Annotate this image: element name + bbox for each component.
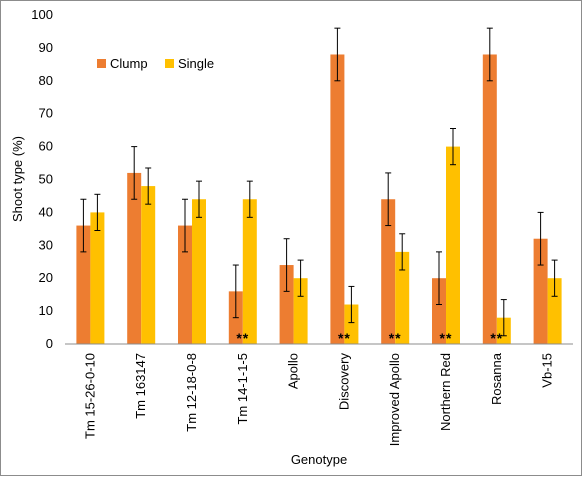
- y-tick-label: 40: [39, 204, 53, 219]
- x-tick-label: Tm 14-1-1-5: [235, 353, 250, 425]
- x-tick-label: Vb-15: [540, 353, 555, 388]
- bar-clump: [533, 238, 548, 344]
- error-bars: [80, 27, 558, 337]
- legend-swatch: [165, 59, 174, 68]
- bar-clump: [330, 54, 345, 344]
- error-bar: [94, 193, 101, 231]
- x-tick-label: Tm 15-26-0-10: [82, 353, 97, 439]
- bar-single: [547, 278, 562, 344]
- error-bar: [297, 259, 304, 297]
- x-tick-label: Discovery: [336, 353, 351, 411]
- y-tick-label: 10: [39, 303, 53, 318]
- significance-marker: **: [389, 330, 402, 346]
- bar-single: [90, 212, 105, 344]
- legend-item-single: Single: [165, 56, 214, 71]
- y-tick-label: 20: [39, 270, 53, 285]
- x-axis-title: Genotype: [291, 452, 347, 467]
- error-bar: [246, 180, 253, 218]
- error-bar: [232, 264, 239, 319]
- bar-single: [395, 251, 410, 344]
- bar-clump: [76, 225, 91, 344]
- error-bar: [182, 198, 188, 253]
- legend: Clump Single: [97, 56, 214, 71]
- significance-marker: **: [440, 330, 453, 346]
- bar-clump: [381, 199, 396, 344]
- error-bar: [537, 211, 544, 266]
- x-tick-label: Northern Red: [438, 353, 453, 431]
- x-tick-label: Rosanna: [489, 352, 504, 405]
- y-tick-label: 100: [31, 7, 53, 22]
- legend-label: Clump: [110, 56, 148, 71]
- significance-marker: **: [490, 330, 503, 346]
- y-tick-label: 70: [39, 106, 53, 121]
- error-bar: [196, 180, 202, 218]
- error-bar: [80, 198, 87, 253]
- significance-marker: **: [236, 330, 249, 346]
- bar-clump: [127, 172, 142, 344]
- x-axis-labels: Tm 15-26-0-10 Tm 163147 Tm 12-18-0-8 Tm 14-…: [82, 352, 554, 446]
- bar-single: [344, 304, 359, 344]
- error-bar: [145, 167, 152, 205]
- bar-clump: [482, 54, 497, 344]
- legend-swatch: [97, 59, 106, 68]
- legend-item-clump: Clump: [97, 56, 148, 71]
- bar-clump: [432, 278, 446, 344]
- error-bar: [131, 146, 138, 200]
- error-bar: [399, 233, 406, 271]
- bar-single: [192, 199, 206, 344]
- bar-single: [141, 186, 156, 344]
- error-bar: [486, 27, 493, 82]
- significance-markers: ** ** ** ** **: [236, 330, 503, 346]
- error-bar: [385, 172, 392, 227]
- y-axis-title: Shoot type (%): [10, 136, 25, 222]
- bar-clump: [279, 265, 294, 344]
- error-bar: [334, 27, 341, 82]
- x-tick-label: Improved Apollo: [387, 353, 402, 446]
- y-tick-label: 30: [39, 237, 53, 252]
- bar-single: [242, 199, 257, 344]
- y-tick-label: 50: [39, 172, 53, 187]
- y-tick-label: 60: [39, 139, 53, 154]
- error-bar: [500, 299, 507, 337]
- legend-label: Single: [178, 56, 214, 71]
- error-bar: [436, 251, 442, 306]
- error-bar: [551, 259, 558, 297]
- x-tick-label: Apollo: [286, 353, 301, 389]
- error-bar: [283, 238, 290, 292]
- y-tick-label: 80: [39, 73, 53, 88]
- error-bar: [450, 128, 456, 166]
- y-tick-label: 0: [46, 336, 53, 351]
- error-bar: [348, 285, 355, 324]
- x-tick-label: Tm 163147: [133, 353, 148, 419]
- significance-marker: **: [338, 330, 351, 346]
- y-tick-label: 90: [39, 40, 53, 55]
- y-axis-ticks: 0 10 20 30 40 50 60 70 80 90 100: [31, 7, 53, 351]
- bar-single: [446, 146, 460, 344]
- bars: [76, 54, 562, 344]
- x-tick-label: Tm 12-18-0-8: [184, 353, 199, 432]
- bar-clump: [178, 225, 192, 344]
- bar-single: [293, 278, 308, 344]
